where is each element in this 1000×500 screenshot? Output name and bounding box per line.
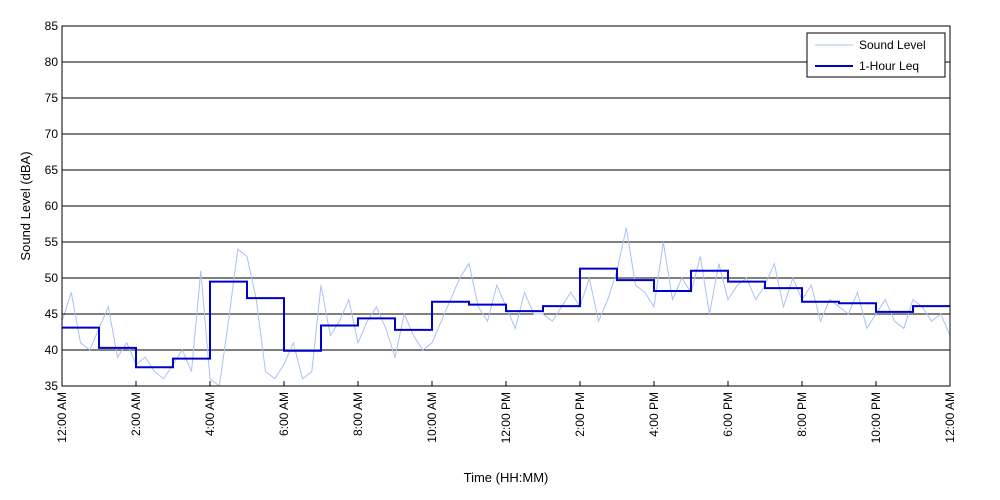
x-tick-label: 4:00 AM [203,392,217,436]
legend-label-sound-level: Sound Level [859,38,926,52]
y-tick-label: 60 [45,199,59,213]
y-axis-title: Sound Level (dBA) [18,151,33,260]
y-tick-label: 80 [45,55,59,69]
x-tick-label: 6:00 PM [721,392,735,437]
x-tick-label: 12:00 AM [943,392,957,443]
y-tick-label: 40 [45,343,59,357]
x-tick-label: 8:00 AM [351,392,365,436]
y-tick-label: 70 [45,127,59,141]
y-tick-label: 50 [45,271,59,285]
x-tick-label: 10:00 AM [425,392,439,443]
y-tick-label: 65 [45,163,59,177]
y-tick-label: 85 [45,19,59,33]
x-axis-title: Time (HH:MM) [464,470,549,485]
x-tick-label: 6:00 AM [277,392,291,436]
x-tick-label: 2:00 AM [129,392,143,436]
y-tick-label: 45 [45,307,59,321]
x-tick-label: 8:00 PM [795,392,809,437]
x-tick-label: 12:00 PM [499,392,513,443]
legend-label-1-hour-leq: 1-Hour Leq [859,59,919,73]
x-tick-label: 10:00 PM [869,392,883,443]
legend: Sound Level 1-Hour Leq [806,32,946,78]
x-tick-label: 2:00 PM [573,392,587,437]
x-tick-label: 12:00 AM [55,392,69,443]
x-tick-label: 4:00 PM [647,392,661,437]
x-axis-ticks: 12:00 AM 2:00 AM 4:00 AM 6:00 AM 8:00 AM 10:0… [55,381,957,443]
y-gridlines [62,61,950,351]
y-axis-ticks: 35 40 45 50 55 60 65 70 75 80 85 [45,19,67,393]
y-tick-label: 35 [45,379,59,393]
legend-box [806,32,946,78]
series-1-hour-leq-line [62,267,950,369]
series-layer [61,227,951,387]
y-tick-label: 75 [45,91,59,105]
y-tick-label: 55 [45,235,59,249]
